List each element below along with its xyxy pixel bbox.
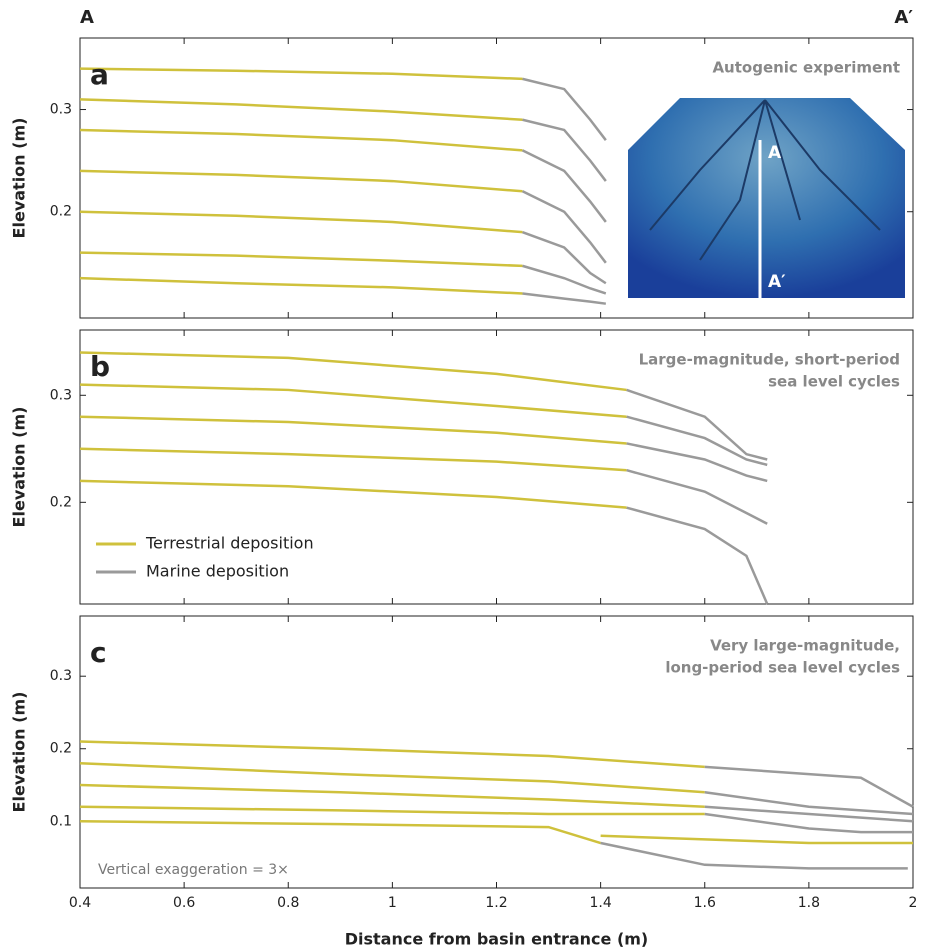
stratum-line [79, 479, 627, 509]
annotation: Large-magnitude, short-period [639, 351, 900, 369]
y-axis-label: Elevation (m) [10, 692, 29, 813]
note: Vertical exaggeration = 3× [98, 862, 289, 878]
inset-channels [649, 99, 881, 261]
annotation: sea level cycles [768, 373, 900, 391]
stratum-line [522, 230, 607, 285]
x-axis-label: Distance from basin entrance (m) [345, 930, 649, 949]
stratum-line [626, 388, 768, 461]
stratum-line [626, 442, 768, 483]
section-label: A [80, 7, 94, 28]
x-tick-label: 0.4 [69, 895, 91, 911]
inset-label: A [768, 143, 782, 163]
x-tick-label: 2 [909, 895, 918, 911]
y-tick-label: 0.2 [50, 741, 72, 757]
y-axis-label: Elevation (m) [10, 118, 29, 239]
stratum-line [79, 210, 523, 234]
panel-label: b [90, 350, 110, 383]
stratum-line [522, 118, 607, 182]
annotation: Autogenic experiment [712, 59, 900, 77]
stratum-line [79, 740, 705, 769]
x-tick-label: 0.6 [173, 895, 195, 911]
y-tick-label: 0.3 [50, 387, 72, 403]
x-tick-label: 1.6 [694, 895, 716, 911]
stratum-line [79, 251, 523, 268]
x-tick-label: 1 [388, 895, 397, 911]
panel-label: c [90, 636, 107, 669]
stratum-line [79, 805, 705, 816]
annotation: long-period sea level cycles [665, 659, 900, 677]
x-tick-label: 1.8 [798, 895, 820, 911]
stratum-line [626, 506, 769, 605]
stratum-line [704, 765, 914, 808]
panel-frame [79, 615, 914, 889]
stratum-line [79, 820, 601, 845]
stratum-line [522, 264, 607, 295]
panel-label: a [90, 58, 109, 91]
stratum-line [79, 169, 523, 193]
legend-label: Marine deposition [146, 562, 289, 581]
stratum-line [704, 812, 913, 834]
stratum-line [79, 98, 523, 121]
stratum-line [79, 128, 523, 152]
stratum-line [79, 67, 523, 81]
stratum-line [626, 469, 768, 525]
y-tick-label: 0.3 [50, 668, 72, 684]
stratum-line [704, 791, 914, 816]
stratum-line [626, 415, 768, 467]
y-tick-label: 0.2 [50, 494, 72, 510]
y-tick-label: 0.1 [50, 813, 72, 829]
stratum-line [521, 190, 607, 264]
stratum-line [79, 415, 627, 445]
x-tick-label: 1.2 [485, 895, 507, 911]
y-tick-label: 0.3 [50, 102, 72, 118]
y-tick-label: 0.2 [50, 204, 72, 220]
stratum-line [79, 351, 627, 392]
section-label: A′ [894, 7, 913, 28]
inset-photo [628, 98, 905, 298]
stratum-line [79, 761, 705, 794]
annotation: Very large-magnitude, [710, 637, 900, 655]
stratum-line [521, 149, 607, 223]
y-axis-label: Elevation (m) [10, 407, 29, 528]
stratum-line [600, 834, 913, 845]
stratum-line [79, 447, 627, 472]
stratum-line [704, 805, 914, 823]
stratum-line [600, 841, 908, 870]
x-tick-label: 0.8 [277, 895, 299, 911]
stratum-line [522, 292, 606, 305]
stratum-line [79, 783, 705, 809]
x-tick-label: 1.4 [589, 895, 611, 911]
stratum-line [522, 77, 607, 141]
inset-label: A′ [768, 272, 786, 292]
stratum-line [79, 383, 627, 418]
stratum-line [79, 276, 523, 295]
legend-label: Terrestrial deposition [145, 534, 314, 553]
